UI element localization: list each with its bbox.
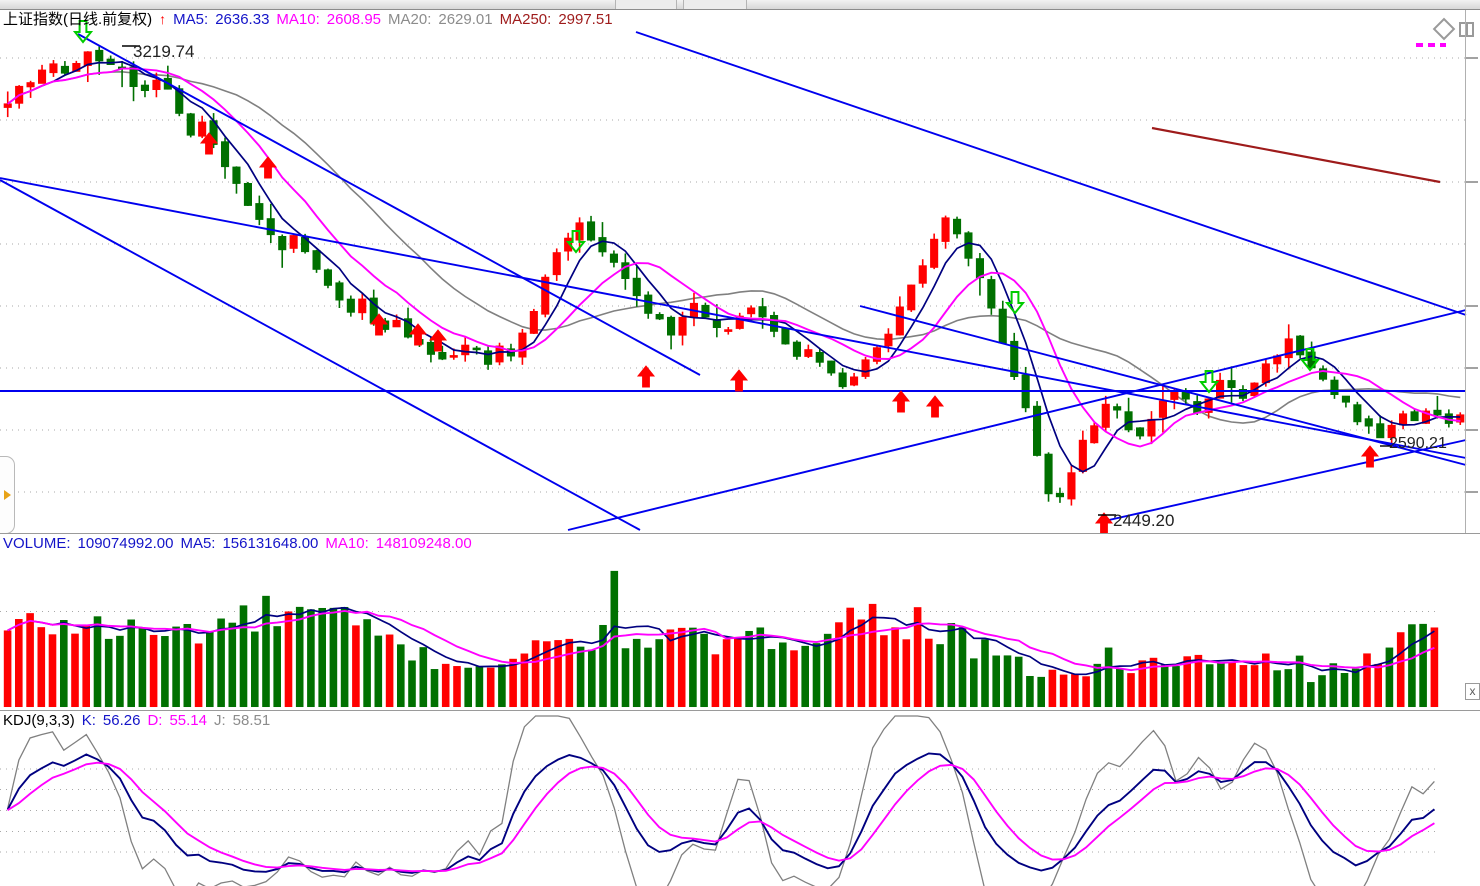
kdj-legend: KDJ(9,3,3) K: 56.26 D: 55.14 J: 58.51 [3,712,277,729]
ma20-label: MA20: [388,11,432,28]
ma5-label: MA5: [173,11,209,28]
trend-arrow-icon: ↑ [159,11,167,27]
toolbar-segment-2[interactable] [683,0,747,9]
kdj-d-value: 55.14 [169,712,207,729]
diamond-icon[interactable] [1432,17,1456,41]
toolbar-segment-1[interactable] [615,0,677,9]
ma10-label: MA10: [276,11,320,28]
volume-ma5-label: MA5: [180,535,216,552]
kdj-j-value: 58.51 [232,712,271,729]
ma10-value: 2608.95 [326,11,382,28]
last-price-label: 2590.21 [1389,435,1447,452]
ma250-value: 2997.51 [558,11,613,28]
close-icon[interactable]: x [1465,683,1480,700]
volume-ma10-label: MA10: [325,535,369,552]
volume-ma5-value: 156131648.00 [222,535,319,552]
low-price-label: 2449.20 [1113,511,1175,530]
ma5-value: 2636.33 [215,11,270,28]
kdj-k-value: 56.26 [102,712,141,729]
volume-ma10-value: 148109248.00 [375,535,472,552]
price-plot-area[interactable] [0,10,1480,533]
split-panel-icon[interactable] [1459,21,1474,37]
ma250-label: MA250: [499,11,552,28]
price-chart-panel[interactable]: 上证指数(日线.前复权) ↑ MA5: 2636.33 MA10: 2608.95 MA20… [0,10,1480,533]
price-legend: 上证指数(日线.前复权) ↑ MA5: 2636.33 MA10: 2608.95 MA20… [3,11,620,28]
kdj-plot-area[interactable] [0,711,1480,886]
magenta-dash-indicator [1416,43,1446,47]
volume-value: 109074992.00 [77,535,174,552]
volume-label: VOLUME: [3,535,71,552]
kdj-j-label: J: [213,712,226,729]
panel-corner-icons [1432,17,1474,41]
kdj-k-label: K: [81,712,96,729]
volume-plot-area[interactable] [0,534,1480,710]
top-toolbar[interactable] [0,0,1480,10]
kdj-d-label: D: [147,712,163,729]
kdj-title: KDJ(9,3,3) [3,712,75,729]
price-axis-gutter [1465,10,1466,533]
ma20-value: 2629.01 [438,11,493,28]
high-price-label: 3219.74 [133,42,195,61]
volume-legend: VOLUME: 109074992.00 MA5: 156131648.00 MA10:… [3,535,479,552]
price-title: 上证指数(日线.前复权) [3,11,153,28]
expand-panel-handle[interactable] [0,456,15,533]
kdj-chart-panel[interactable]: KDJ(9,3,3) K: 56.26 D: 55.14 J: 58.51 [0,710,1480,886]
volume-chart-panel[interactable]: VOLUME: 109074992.00 MA5: 156131648.00 MA10:… [0,533,1480,710]
